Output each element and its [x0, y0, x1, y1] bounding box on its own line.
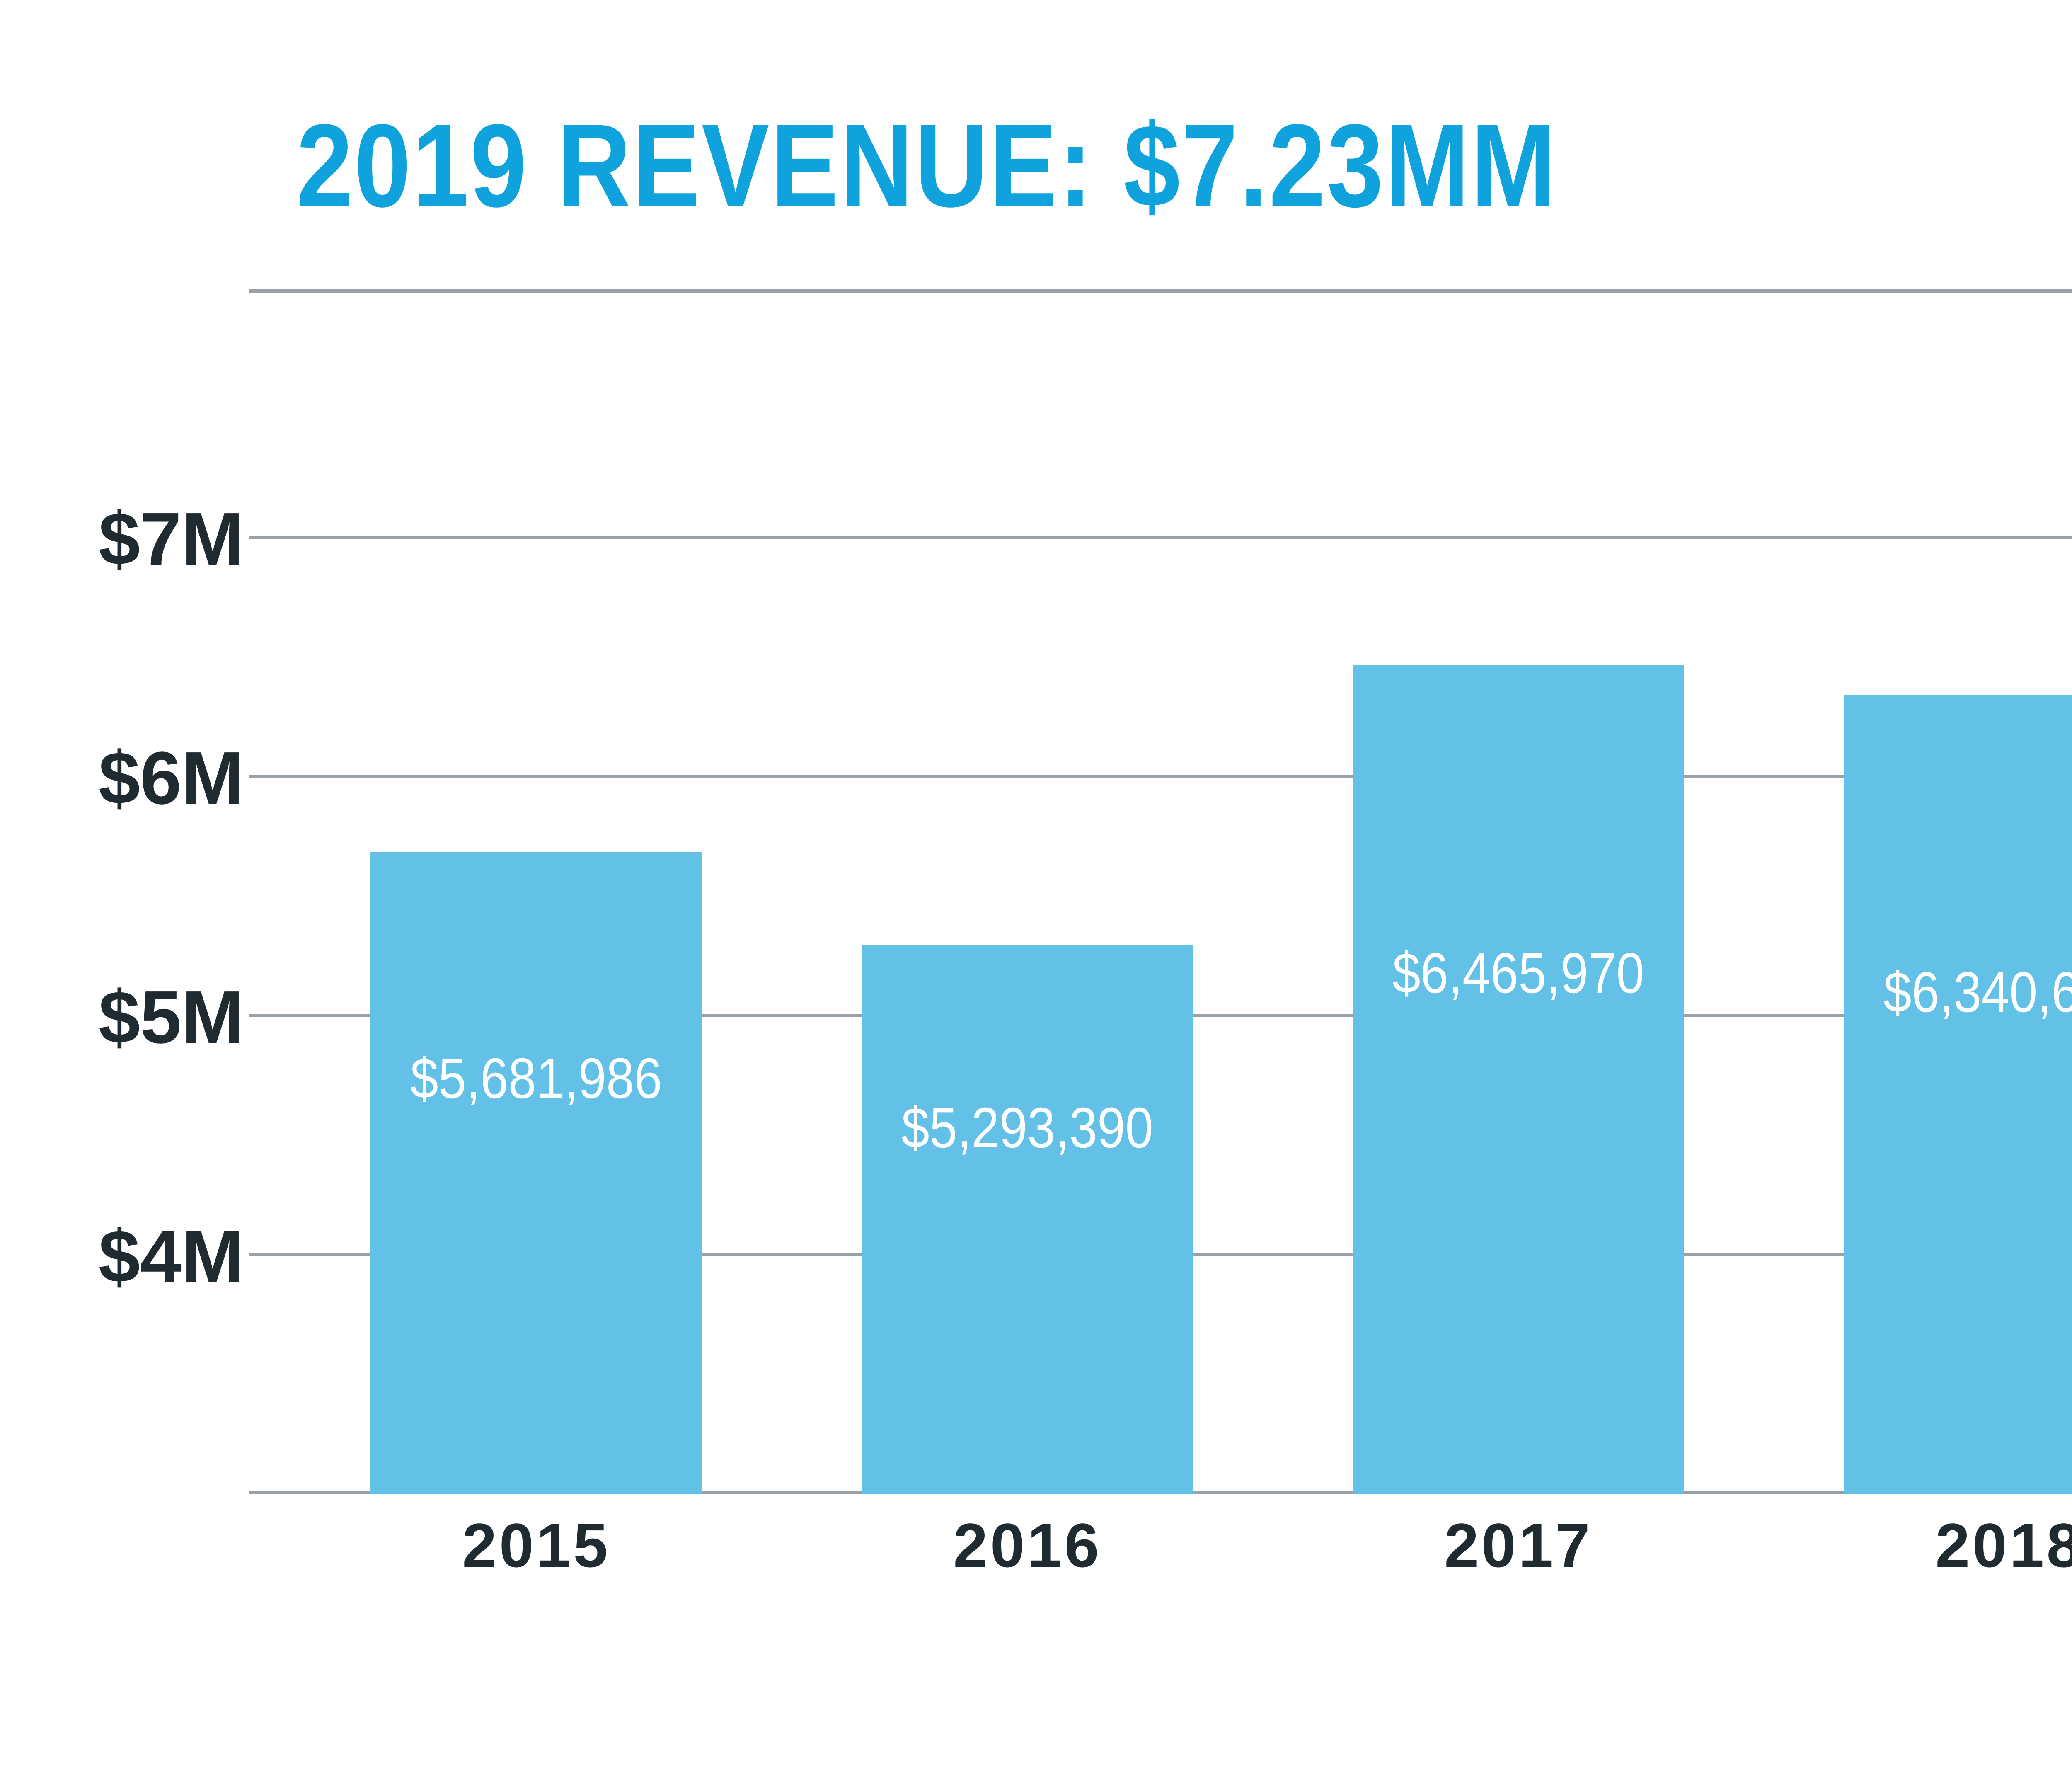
- bar-value-label-2018: $6,340,694: [1883, 960, 2072, 1024]
- bar-2015: $5,681,986: [370, 852, 702, 1494]
- title-divider-line: [249, 289, 2072, 293]
- bar-value-label-2017: $6,465,970: [1392, 941, 1644, 1006]
- y-axis-label-7m: $7M: [98, 497, 244, 581]
- bar-2016: $5,293,390: [862, 945, 1193, 1494]
- y-axis-label-6m: $6M: [98, 737, 244, 820]
- x-axis-label-2018: 2018: [1935, 1510, 2072, 1580]
- x-axis-label-2015: 2015: [462, 1510, 610, 1580]
- bar-value-label-2016: $5,293,390: [901, 1096, 1153, 1160]
- gridline-6m: [249, 775, 2072, 778]
- y-axis-label-4m: $4M: [98, 1215, 244, 1298]
- bar-2018: $6,340,694: [1844, 695, 2072, 1494]
- y-axis-label-5m: $5M: [98, 976, 244, 1059]
- x-axis-label-2017: 2017: [1444, 1510, 1593, 1580]
- bar-value-label-2015: $5,681,986: [410, 1047, 662, 1111]
- gridline-7m: [249, 536, 2072, 539]
- bar-2017: $6,465,970: [1353, 665, 1684, 1494]
- x-axis-label-2016: 2016: [953, 1510, 1101, 1580]
- chart-title: 2019 REVENUE: $7.23MM: [296, 100, 1557, 232]
